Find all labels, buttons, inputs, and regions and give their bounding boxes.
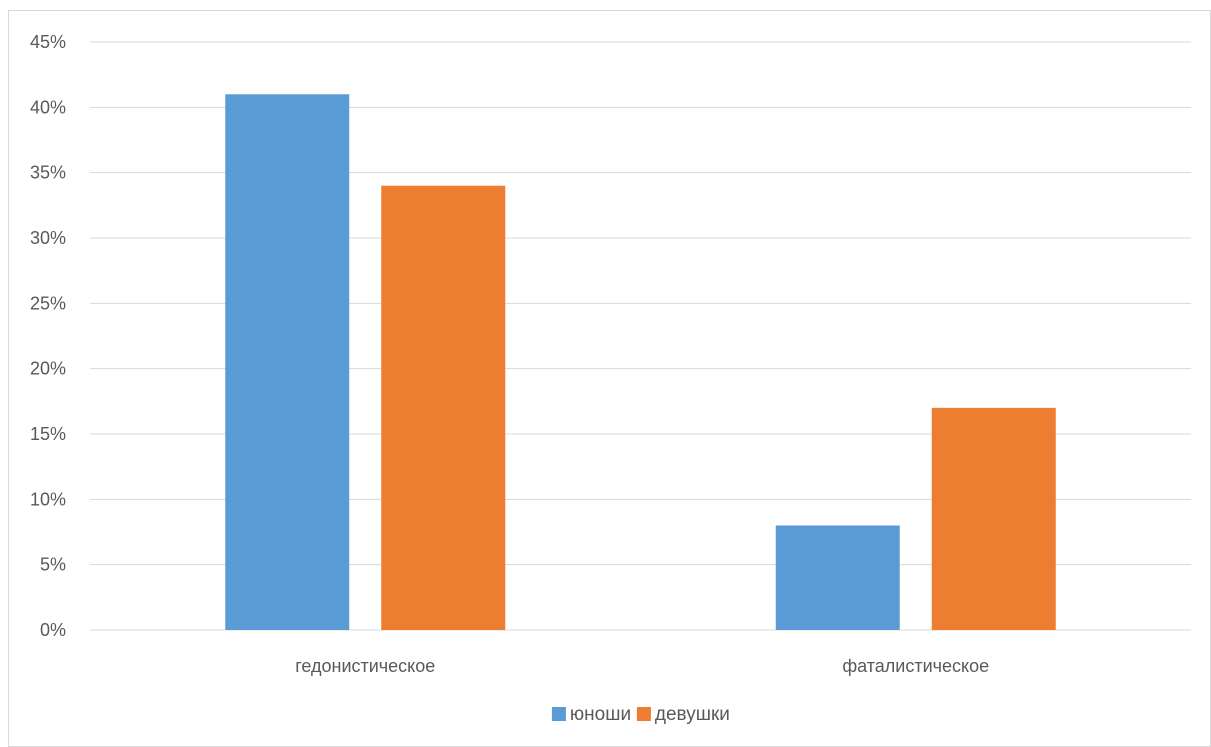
y-tick-label: 5%	[40, 555, 66, 575]
legend-swatch	[551, 707, 566, 721]
legend-label: юноши	[570, 704, 631, 725]
bar-series-1-1	[225, 94, 350, 631]
y-tick-label: 15%	[30, 424, 66, 444]
y-tick-label: 20%	[30, 359, 66, 379]
bar-series-2-2	[931, 407, 1056, 630]
y-tick-label: 10%	[30, 489, 66, 509]
bar-series-1-2	[775, 525, 900, 630]
y-tick-label: 35%	[30, 163, 66, 183]
y-tick-label: 0%	[40, 620, 66, 640]
legend-label: девушки	[655, 704, 730, 725]
x-axis-category-labels: гедонистическое фаталистическое	[295, 656, 989, 676]
y-tick-label: 25%	[30, 293, 66, 313]
y-axis-tick-labels: 0% 5% 10% 15% 20% 25% 30% 35% 40% 45%	[30, 32, 66, 640]
x-category-label: фаталистическое	[842, 656, 989, 676]
legend: юноши девушки	[551, 704, 730, 725]
bar-series-2-1	[381, 185, 506, 630]
x-category-label: гедонистическое	[295, 656, 435, 676]
y-tick-label: 40%	[30, 97, 66, 117]
bars	[225, 94, 1056, 631]
y-tick-label: 30%	[30, 228, 66, 248]
legend-swatch	[636, 707, 651, 721]
y-tick-label: 45%	[30, 32, 66, 52]
